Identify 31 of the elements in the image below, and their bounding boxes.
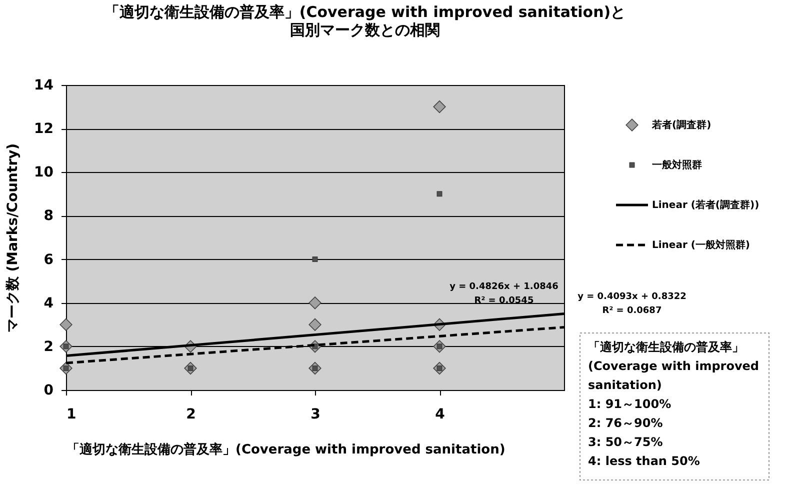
text: 4: less than 50% <box>588 454 700 468</box>
text: 1: 91～100% <box>588 397 672 411</box>
chart-subtitle: 国別マーク数との相関 <box>290 21 440 39</box>
annotation: R² = 0.0545 <box>474 296 534 306</box>
legend-label: 一般対照群 <box>652 159 702 171</box>
annotation: y = 0.4826x + 1.0846 <box>450 282 558 292</box>
text: 「適切な衛生設備の普及率」 <box>588 340 744 354</box>
x-tick-label: 4 <box>435 406 446 422</box>
text: R² = 0.0687 <box>602 306 662 316</box>
y-tick-label: 2 <box>44 338 54 355</box>
y-tick-label: 12 <box>34 121 54 138</box>
y-tick-label: 10 <box>34 164 54 181</box>
text: 2: 76～90% <box>588 416 663 430</box>
chart-title: 「適切な衛生設備の普及率」(Coverage with improved sanitation)と <box>104 3 626 21</box>
x-tick-label: 3 <box>310 406 320 422</box>
text: y = 0.4093x + 0.8322 <box>578 292 686 302</box>
legend-label: Linear (一般対照群) <box>652 239 750 251</box>
x-axis-title: 「適切な衛生設備の普及率」(Coverage with improved sanitation) <box>66 442 506 458</box>
text: sanitation) <box>588 378 662 392</box>
text: 3: 50～75% <box>588 435 663 449</box>
y-tick-label: 8 <box>44 208 54 224</box>
x-tick-label: 1 <box>66 406 76 422</box>
legend-label: Linear (若者(調査群)) <box>652 199 760 211</box>
y-tick-label: 4 <box>44 295 54 312</box>
legend-label: 若者(調査群) <box>651 119 712 131</box>
text: (Coverage with improved <box>588 359 759 373</box>
y-tick-label: 6 <box>44 252 54 268</box>
y-axis-title: マーク数 (Marks/Country) <box>5 143 22 333</box>
x-tick-label: 2 <box>186 406 196 422</box>
y-tick-label: 0 <box>44 382 54 398</box>
y-tick-label: 14 <box>34 78 54 94</box>
